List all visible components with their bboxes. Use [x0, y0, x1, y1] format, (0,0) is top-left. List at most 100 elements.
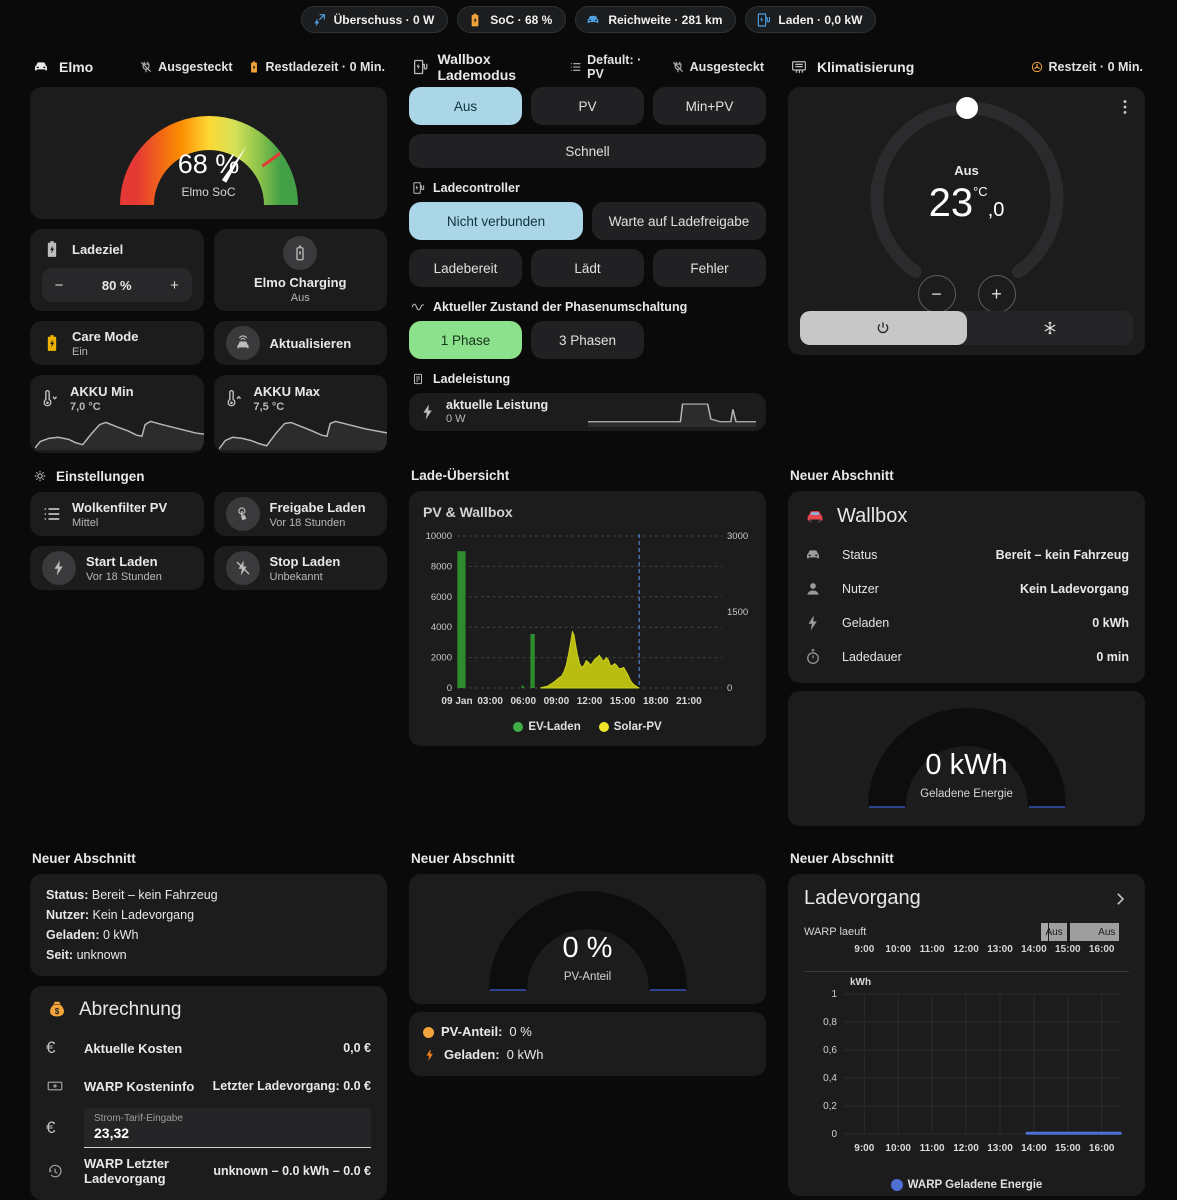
- chip-soc[interactable]: SoC · 68 %: [457, 6, 567, 33]
- chip-reichweite[interactable]: Reichweite · 281 km: [575, 6, 737, 33]
- refresh-title: Aktualisieren: [269, 335, 352, 351]
- akku-max-title: AKKU Max: [253, 384, 320, 399]
- strom-tarif-field[interactable]: Strom-Tarif-Eingabe: [84, 1108, 371, 1148]
- controller-button-fehler[interactable]: Fehler: [653, 249, 766, 287]
- charging-state: Aus: [290, 292, 310, 304]
- temp-decrease-button[interactable]: −: [917, 275, 956, 313]
- ladeziel-stepper: − 80 % +: [42, 268, 192, 302]
- section-header: Neuer Abschnitt: [32, 851, 136, 866]
- svg-text:10:00: 10:00: [885, 1143, 911, 1154]
- timeline-segment[interactable]: Aus: [1045, 923, 1067, 941]
- battery-icon: [291, 244, 309, 262]
- nutzer-row[interactable]: Nutzer Kein Ladevorgang: [804, 572, 1129, 606]
- akku-min-tile[interactable]: AKKU Min 7,0 °C: [30, 375, 204, 453]
- settings-section-header: Einstellungen: [32, 468, 385, 484]
- geladen-row[interactable]: Geladen 0 kWh: [804, 606, 1129, 640]
- aktuelle-kosten-row[interactable]: € Aktuelle Kosten 0,0 €: [46, 1038, 371, 1057]
- chip-laden[interactable]: Laden · 0,0 kW: [745, 6, 877, 33]
- euro-icon: €: [46, 1038, 56, 1057]
- flash-off-icon: [234, 559, 252, 577]
- phase-button-1[interactable]: 1 Phase: [409, 321, 522, 359]
- svg-text:14:00: 14:00: [1021, 1143, 1047, 1154]
- geladene-energie-gauge-card[interactable]: 0 kWh Geladene Energie: [788, 691, 1145, 826]
- svg-text:1: 1: [831, 989, 837, 1000]
- aktuelle-leistung-tile[interactable]: aktuelle Leistung 0 W: [409, 393, 766, 431]
- soc-gauge: [119, 116, 298, 206]
- pv-info-card: PV-Anteil: 0 % Geladen: 0 kWh: [409, 1012, 766, 1076]
- red-car-icon: [804, 506, 826, 528]
- status-markdown-card: Status: Bereit – kein Fahrzeug Nutzer: K…: [30, 874, 387, 976]
- phase-button-3[interactable]: 3 Phasen: [531, 321, 644, 359]
- controller-button-laedt[interactable]: Lädt: [531, 249, 644, 287]
- freigabe-laden-tile[interactable]: Freigabe Laden Vor 18 Stunden: [213, 492, 387, 536]
- hvac-off-button[interactable]: [800, 311, 967, 345]
- care-mode-tile[interactable]: Care Mode Ein: [30, 321, 204, 365]
- timeline-tick-label: 14:00: [1021, 944, 1047, 955]
- markdown-line: Seit: unknown: [46, 948, 127, 962]
- pv-anteil-gauge-card[interactable]: 0 % PV-Anteil: [409, 874, 766, 1004]
- decrement-button[interactable]: −: [54, 276, 64, 294]
- timeline-tick-label: 9:00: [854, 944, 875, 955]
- energy-label: Geladene Energie: [920, 788, 1013, 800]
- start-laden-title: Start Laden: [86, 553, 158, 569]
- controller-button-warte[interactable]: Warte auf Ladefreigabe: [592, 202, 766, 240]
- soc-gauge-card[interactable]: 68 % Elmo SoC: [30, 87, 387, 219]
- akku-max-tile[interactable]: AKKU Max 7,5 °C: [213, 375, 387, 453]
- chip-ueberschuss[interactable]: Überschuss · 0 W: [300, 6, 449, 33]
- svg-text:12:00: 12:00: [577, 696, 603, 707]
- svg-text:0,2: 0,2: [823, 1101, 837, 1112]
- svg-text:0,8: 0,8: [823, 1017, 837, 1028]
- more-options-icon[interactable]: [1115, 97, 1135, 117]
- controller-button-nicht-verbunden[interactable]: Nicht verbunden: [409, 202, 583, 240]
- increment-button[interactable]: +: [170, 276, 179, 294]
- rest-time[interactable]: Restladezeit · 0 Min.: [247, 60, 385, 74]
- svg-text:0,4: 0,4: [823, 1073, 837, 1084]
- elmo-charging-tile[interactable]: Elmo Charging Aus: [213, 229, 387, 311]
- timeline-segment[interactable]: [1040, 923, 1049, 941]
- restzeit[interactable]: Restzeit · 0 Min.: [1030, 60, 1143, 74]
- stop-laden-tile[interactable]: Stop Laden Unbekannt: [213, 546, 387, 590]
- euro-icon: €: [46, 1118, 56, 1137]
- mode-button-aus[interactable]: Aus: [409, 87, 522, 125]
- freigabe-state: Vor 18 Stunden: [269, 516, 346, 529]
- hvac-cool-button[interactable]: [967, 311, 1134, 345]
- plug-status[interactable]: Ausgesteckt: [139, 60, 233, 74]
- plug-status[interactable]: Ausgesteckt: [671, 60, 764, 74]
- temp-increase-button[interactable]: +: [977, 275, 1016, 313]
- sine-wave-icon: [411, 300, 425, 314]
- wolkenfilter-tile[interactable]: Wolkenfilter PV Mittel: [30, 492, 204, 536]
- state-timeline-bar[interactable]: Aus Aus: [804, 923, 1129, 941]
- akku-max-sparkline: [218, 420, 387, 450]
- kosteninfo-row[interactable]: WARP Kosteninfo Letzter Ladevorgang: 0.0…: [46, 1067, 371, 1105]
- controller-button-ladebereit[interactable]: Ladebereit: [409, 249, 522, 287]
- svg-text:8000: 8000: [431, 561, 452, 572]
- pv-wallbox-chart: 0 2000 4000 6000 8000 10000 0 1500 3000 09 Jan 03:…: [426, 531, 749, 707]
- soc-needle: [221, 145, 247, 183]
- start-laden-tile[interactable]: Start Laden Vor 18 Stunden: [30, 546, 204, 590]
- status-chip-bar: Überschuss · 0 W SoC · 68 % Reichweite ·…: [0, 0, 1177, 33]
- mode-button-minpv[interactable]: Min+PV: [653, 87, 766, 125]
- leistung-sparkline: [588, 403, 756, 427]
- car-wifi-icon: [234, 334, 252, 352]
- akku-max-value: 7,5 °C: [253, 401, 285, 413]
- mode-button-schnell[interactable]: Schnell: [409, 134, 766, 168]
- timeline-segment[interactable]: Aus: [1069, 923, 1120, 941]
- thermostat-card: Aus 23°C,0 − +: [788, 87, 1145, 355]
- letzter-ladevorgang-row[interactable]: WARP Letzter Ladevorgang unknown – 0.0 k…: [46, 1152, 371, 1190]
- default-mode[interactable]: Default: · PV: [569, 53, 657, 81]
- battery-icon: [467, 12, 483, 28]
- gesture-tap-icon: [234, 505, 252, 523]
- chevron-right-icon[interactable]: [1111, 890, 1129, 908]
- status-row[interactable]: Status Bereit – kein Fahrzeug: [804, 538, 1129, 572]
- car-icon: [32, 58, 50, 76]
- refresh-tile[interactable]: Aktualisieren: [213, 321, 387, 365]
- thermostat-dial[interactable]: [862, 93, 1072, 293]
- charge-controller-icon: [411, 181, 425, 195]
- section-header: Neuer Abschnitt: [411, 851, 515, 866]
- mode-button-pv[interactable]: PV: [531, 87, 644, 125]
- ladedauer-row[interactable]: Ladedauer 0 min: [804, 640, 1129, 674]
- svg-text:21:00: 21:00: [676, 696, 702, 707]
- strom-tarif-input[interactable]: [94, 1124, 361, 1142]
- svg-text:0: 0: [727, 683, 732, 694]
- freigabe-title: Freigabe Laden: [269, 499, 366, 515]
